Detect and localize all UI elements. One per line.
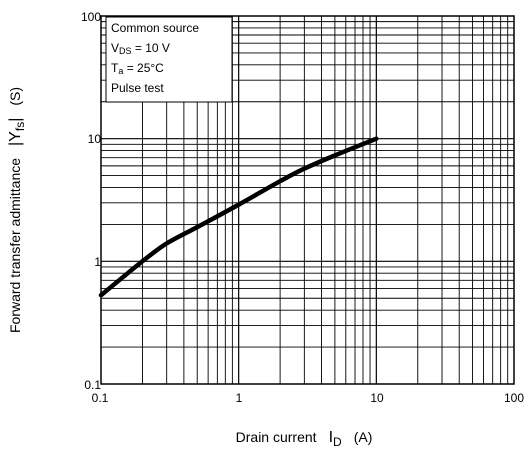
y-tick-label: 10	[88, 132, 102, 146]
x-tick-label: 10	[370, 391, 384, 405]
y-tick-label: 100	[81, 10, 101, 24]
y-tick-label: 0.1	[84, 378, 101, 392]
series-line-yfs	[98, 136, 379, 298]
plot-frame	[100, 15, 515, 385]
x-tick-labels: 0.1 1 10 100	[92, 391, 525, 405]
x-tick-label: 100	[504, 391, 524, 405]
conditions-line-4: Pulse test	[111, 81, 164, 95]
conditions-line-2: VDS = 10 V	[111, 41, 170, 56]
conditions-box: Common source VDS = 10 V Ta = 25°C Pulse…	[105, 16, 233, 103]
x-tick-label: 0.1	[92, 391, 109, 405]
x-axis-label: Drain current ID (A)	[236, 429, 373, 449]
x-tick-label: 1	[236, 391, 243, 405]
conditions-line-3: Ta = 25°C	[111, 61, 164, 76]
y-axis-label: Forward transfer admittance|Yfs|(S)	[7, 87, 27, 333]
conditions-line-1: Common source	[111, 21, 199, 35]
y-tick-label: 1	[94, 255, 101, 269]
y-tick-labels: 0.1 1 10 100	[81, 10, 101, 392]
